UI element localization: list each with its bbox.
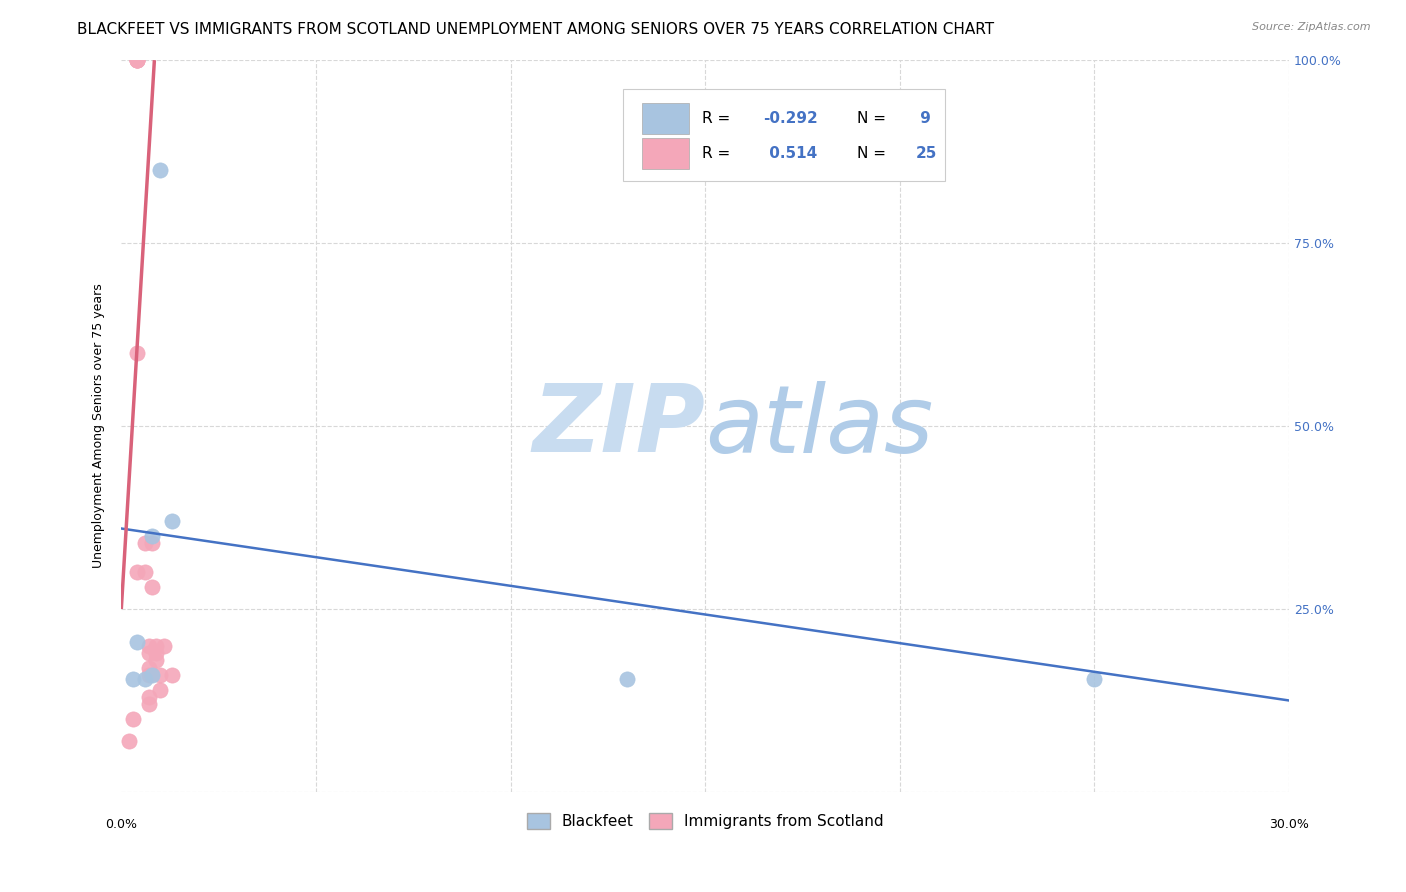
Text: 0.514: 0.514 [763,146,817,161]
Point [153,639,176,653]
Point [138,690,160,704]
Text: R =: R = [702,111,735,126]
Text: 25: 25 [915,146,936,161]
Point [160,514,183,528]
Point [134,566,156,580]
FancyBboxPatch shape [643,138,689,169]
Point [125,566,148,580]
Point [1083,672,1105,686]
FancyBboxPatch shape [623,89,945,181]
Text: 30.0%: 30.0% [1270,818,1309,830]
Point [118,733,141,747]
Text: N =: N = [858,111,891,126]
Point [141,529,163,543]
Point [122,712,145,726]
Text: 9: 9 [915,111,931,126]
Point [138,639,160,653]
FancyBboxPatch shape [643,103,689,134]
Point [125,53,148,67]
Point [125,346,148,360]
Point [616,672,638,686]
Legend: Blackfeet, Immigrants from Scotland: Blackfeet, Immigrants from Scotland [520,807,890,836]
Text: N =: N = [858,146,891,161]
Point [138,668,160,682]
Point [141,536,163,550]
Point [145,639,167,653]
Point [125,53,148,67]
Text: BLACKFEET VS IMMIGRANTS FROM SCOTLAND UNEMPLOYMENT AMONG SENIORS OVER 75 YEARS C: BLACKFEET VS IMMIGRANTS FROM SCOTLAND UN… [77,22,994,37]
Text: atlas: atlas [706,381,934,472]
Point [145,646,167,660]
Point [134,536,156,550]
Point [125,635,148,649]
Point [141,668,163,682]
Point [149,682,172,697]
Text: -0.292: -0.292 [763,111,818,126]
Point [122,672,145,686]
Point [125,53,148,67]
Text: Source: ZipAtlas.com: Source: ZipAtlas.com [1253,22,1371,32]
Point [134,672,156,686]
Point [145,653,167,667]
Y-axis label: Unemployment Among Seniors over 75 years: Unemployment Among Seniors over 75 years [93,284,105,568]
Text: 0.0%: 0.0% [105,818,138,830]
Text: R =: R = [702,146,735,161]
Point [125,53,148,67]
Point [138,646,160,660]
Point [149,162,172,177]
Point [160,668,183,682]
Text: ZIP: ZIP [533,380,706,472]
Point [138,697,160,711]
Point [138,660,160,674]
Point [149,668,172,682]
Point [141,580,163,594]
